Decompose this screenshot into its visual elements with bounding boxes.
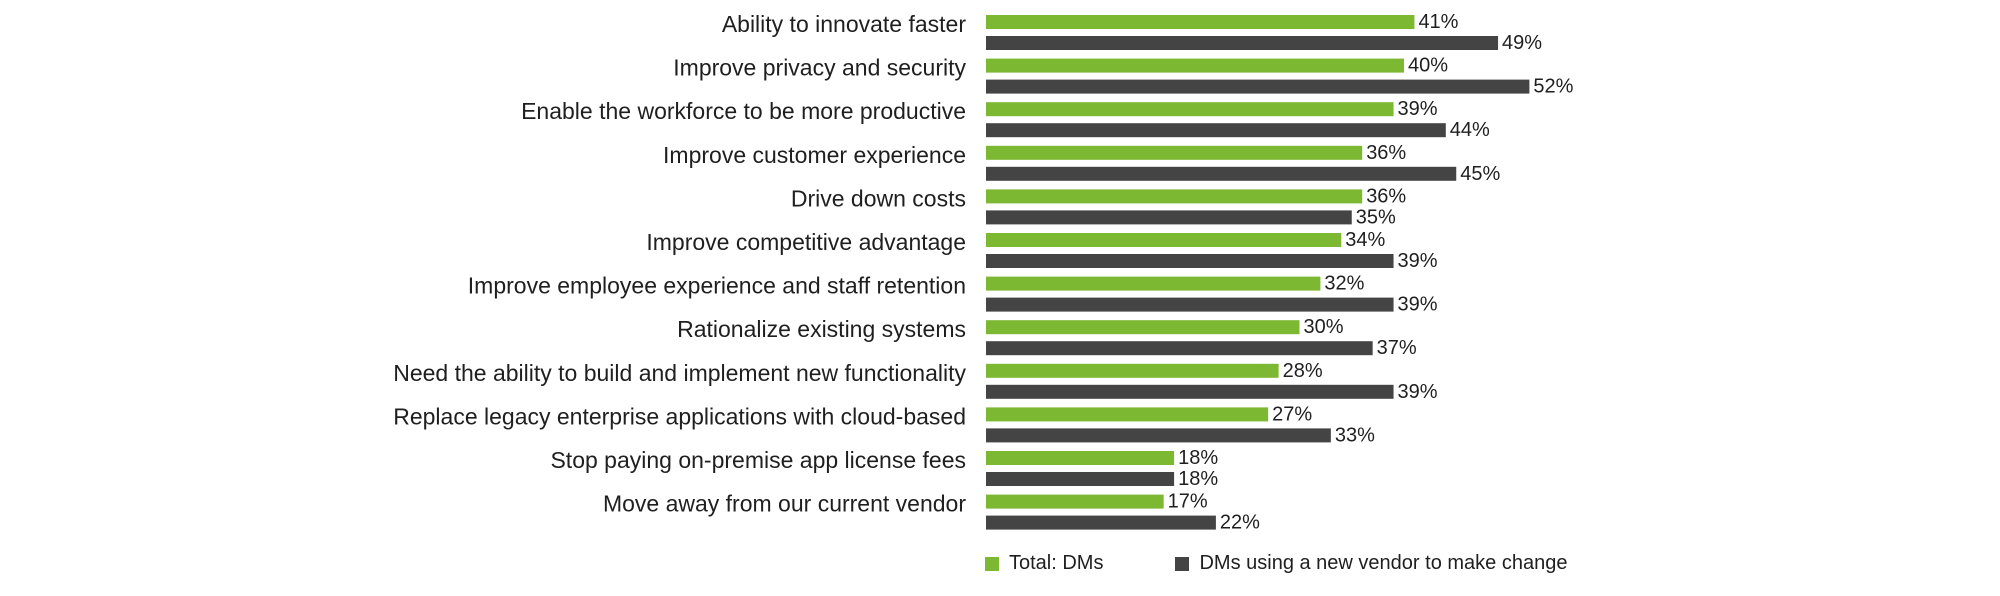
chart-legend: Total: DMs DMs using a new vendor to mak… [985, 552, 1567, 575]
value-label-total: 30% [1304, 316, 1344, 338]
value-label-total: 34% [1345, 229, 1385, 251]
value-label-new-vendor: 49% [1502, 32, 1542, 54]
bar-total [986, 189, 1363, 204]
value-label-total: 40% [1408, 55, 1448, 77]
bar-total [986, 58, 1404, 73]
category-label: Move away from our current vendor [603, 491, 966, 517]
value-label-new-vendor: 33% [1335, 424, 1375, 446]
bar-total [986, 320, 1300, 335]
category-label: Enable the workforce to be more producti… [521, 98, 966, 124]
bar-new-vendor [986, 79, 1530, 94]
bar-total [986, 233, 1342, 247]
category-label: Improve customer experience [663, 142, 966, 168]
bar-new-vendor [986, 210, 1352, 225]
value-label-new-vendor: 18% [1178, 468, 1218, 490]
value-label-total: 32% [1324, 273, 1364, 295]
bar-total [986, 494, 1164, 509]
category-label: Drive down costs [791, 185, 966, 211]
value-label-total: 28% [1283, 360, 1323, 382]
value-label-new-vendor: 22% [1220, 512, 1260, 534]
category-label: Improve competitive advantage [646, 229, 966, 255]
value-label-new-vendor: 52% [1533, 76, 1573, 98]
value-label-new-vendor: 39% [1398, 250, 1438, 272]
bar-new-vendor [986, 36, 1499, 50]
bar-new-vendor [986, 341, 1373, 356]
bar-new-vendor [986, 123, 1446, 138]
bar-new-vendor [986, 166, 1457, 181]
bar-new-vendor [986, 428, 1331, 443]
value-label-total: 36% [1366, 142, 1406, 164]
bar-total [986, 276, 1321, 291]
legend-swatch-total [985, 556, 999, 571]
value-label-new-vendor: 39% [1398, 294, 1438, 316]
category-label: Replace legacy enterprise applications w… [393, 403, 966, 429]
value-label-total: 39% [1398, 98, 1438, 120]
bar-new-vendor [986, 384, 1394, 399]
value-label-total: 41% [1418, 11, 1458, 33]
category-label: Rationalize existing systems [677, 316, 966, 342]
bar-total [986, 102, 1394, 117]
legend-label-total: Total: DMs [1009, 552, 1104, 574]
bar-new-vendor [986, 515, 1216, 530]
bar-total [986, 145, 1363, 160]
legend-item-total: Total: DMs [985, 552, 1103, 575]
value-label-total: 17% [1168, 491, 1208, 513]
value-label-new-vendor: 44% [1450, 119, 1490, 141]
bar-new-vendor [986, 254, 1394, 268]
value-label-new-vendor: 35% [1356, 206, 1396, 228]
value-label-new-vendor: 45% [1460, 163, 1500, 185]
bar-total [986, 363, 1279, 378]
value-label-new-vendor: 37% [1377, 337, 1417, 359]
bar-total [986, 451, 1175, 465]
legend-swatch-new-vendor [1175, 556, 1190, 571]
category-label: Ability to innovate faster [722, 11, 967, 37]
legend-label-new-vendor: DMs using a new vendor to make change [1199, 552, 1568, 574]
category-label: Improve privacy and security [673, 55, 966, 81]
legend-item-new-vendor: DMs using a new vendor to make change [1175, 552, 1567, 575]
value-label-total: 18% [1178, 447, 1218, 469]
bar-new-vendor [986, 297, 1394, 312]
value-label-total: 36% [1366, 185, 1406, 207]
value-label-new-vendor: 39% [1398, 381, 1438, 403]
value-label-total: 27% [1272, 403, 1312, 425]
category-label: Improve employee experience and staff re… [468, 273, 966, 299]
bar-new-vendor [986, 472, 1175, 486]
category-label: Stop paying on-premise app license fees [550, 447, 966, 473]
bar-total [986, 407, 1269, 422]
category-label: Need the ability to build and implement … [393, 360, 966, 386]
bar-total [986, 15, 1415, 29]
